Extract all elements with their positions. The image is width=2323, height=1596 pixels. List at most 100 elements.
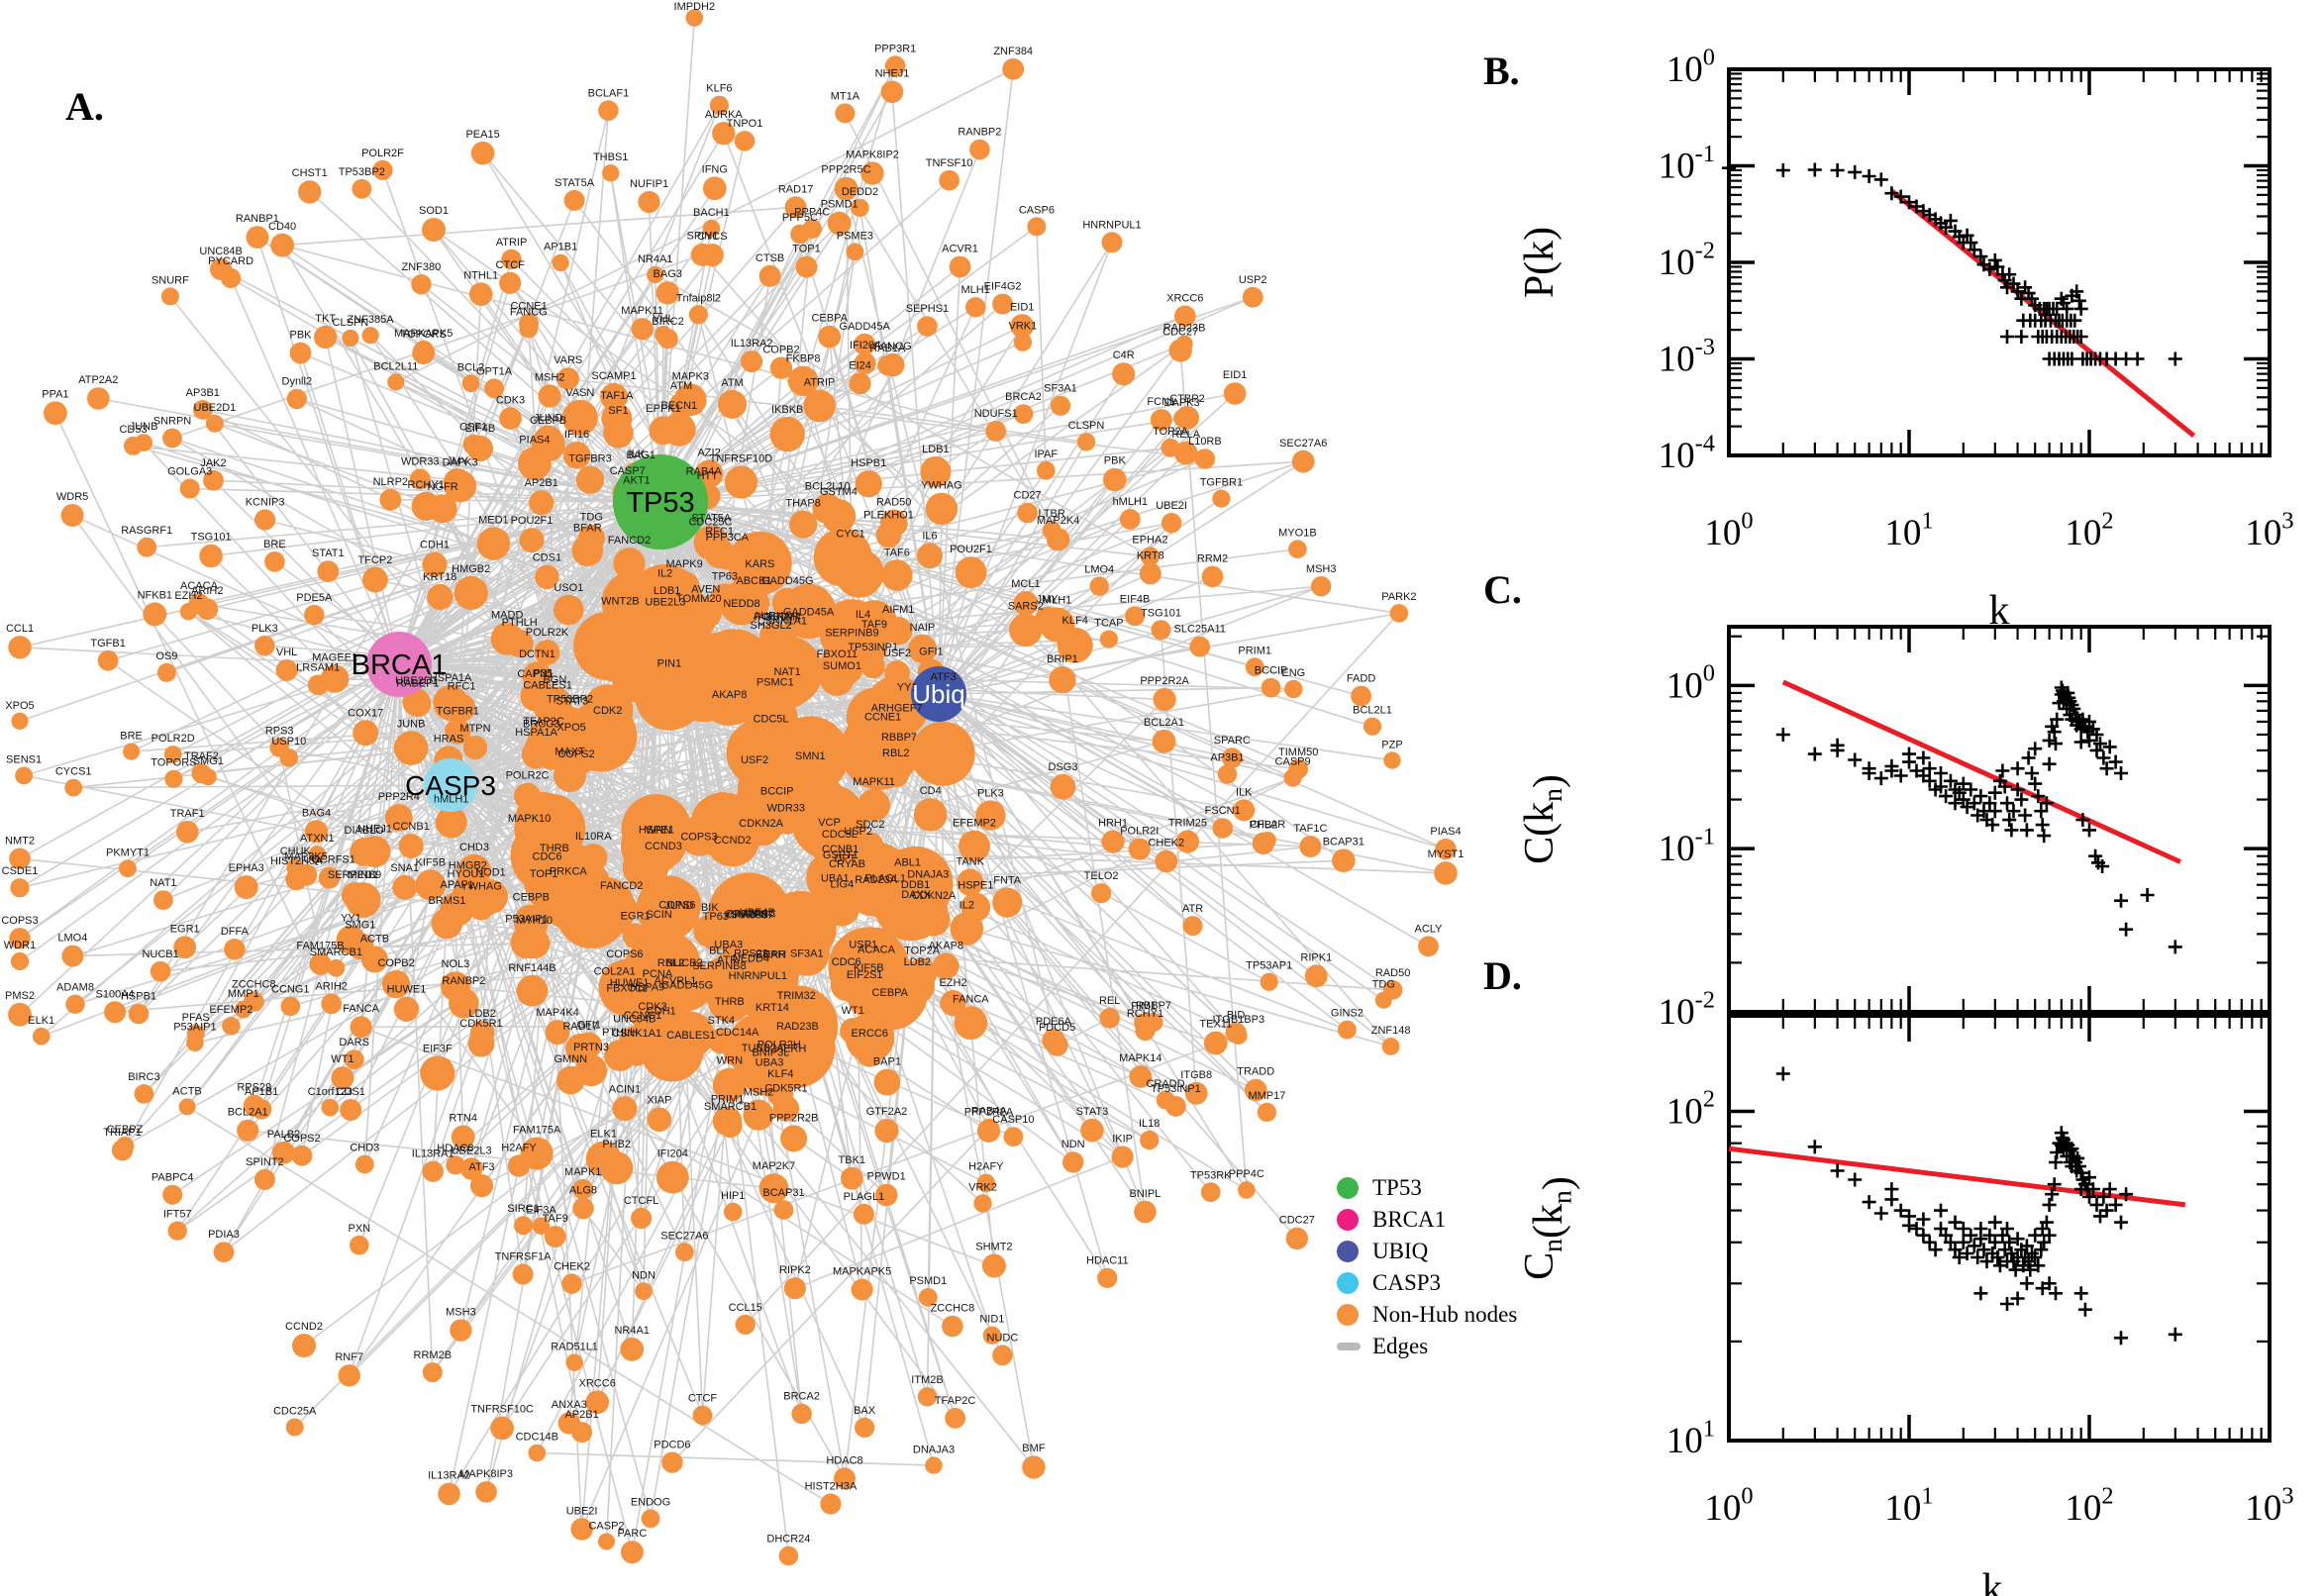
gene-node [1173,441,1198,465]
gene-node [476,527,511,560]
legend-label: Edges [1372,1334,1429,1358]
svg-text:TP53AP1: TP53AP1 [1246,960,1292,972]
gene-node [222,1017,241,1036]
svg-text:TKT: TKT [315,313,336,325]
gene-node [1009,613,1043,647]
svg-text:RASGRF1: RASGRF1 [121,525,172,537]
svg-text:TNFRSF10C: TNFRSF10C [470,1404,534,1416]
legend-item-nonhub: Non-Hub nodes [1337,1299,1517,1331]
svg-text:CDKN2A: CDKN2A [739,818,783,830]
gene-node [942,1315,963,1338]
svg-text:TP53INP1: TP53INP1 [848,642,898,653]
gene-node [778,1546,799,1566]
gene-node [468,282,493,307]
svg-text:COPS3: COPS3 [1,915,38,927]
gene-node [466,435,493,462]
svg-text:CDC25A: CDC25A [273,1406,317,1418]
gene-node [992,293,1014,315]
svg-text:WNT2B: WNT2B [601,595,640,607]
svg-text:RAD50: RAD50 [1375,967,1410,979]
svg-text:FADD: FADD [1347,673,1375,685]
svg-text:NLRP2: NLRP2 [373,476,408,488]
gene-node [438,1482,460,1506]
gene-node [1212,818,1233,839]
svg-text:MADD: MADD [491,610,523,622]
gene-node [1013,404,1034,424]
svg-text:CASP9: CASP9 [1275,756,1311,768]
gene-node [758,961,791,993]
gene-node [618,1026,651,1058]
gene-node [1288,540,1307,558]
gene-node [969,139,990,160]
gene-node [1217,764,1238,784]
svg-text:BCL2A1: BCL2A1 [1144,717,1184,729]
gene-node [314,325,338,349]
svg-text:EFEMP2: EFEMP2 [953,818,996,830]
gene-node [10,878,30,898]
svg-text:NDUFS1: NDUFS1 [974,408,1018,420]
gene-node [175,821,199,844]
axis-ticks [1729,627,2270,1012]
gene-node [1062,1151,1084,1173]
svg-text:XIAP: XIAP [647,1095,671,1107]
svg-text:ZNF380: ZNF380 [402,261,442,273]
gene-node [985,421,1007,442]
gene-node [900,968,935,1004]
svg-text:KARS: KARS [745,558,774,570]
svg-text:PXN: PXN [348,1223,370,1235]
gene-node [682,605,716,639]
svg-text:HYOU1: HYOU1 [448,868,485,880]
gene-node [851,198,869,218]
gene-node [667,1011,715,1058]
svg-text:CABLES1: CABLES1 [523,679,572,691]
gene-node [451,1125,475,1149]
svg-text:BNIP3L: BNIP3L [752,1047,789,1058]
svg-text:DNAJA3: DNAJA3 [907,869,949,881]
svg-text:SH3GL2: SH3GL2 [750,620,791,632]
svg-text:SARS2: SARS2 [1008,600,1044,612]
svg-text:DIABLO: DIABLO [345,825,385,837]
svg-text:10-3: 10-3 [1659,334,1715,380]
svg-text:AKAP8: AKAP8 [712,689,747,701]
gene-node [393,731,429,765]
svg-text:PABPC4: PABPC4 [152,1172,194,1184]
svg-text:DFFA: DFFA [221,926,250,938]
hub-node-tp53 [613,454,708,549]
gene-node [801,778,848,825]
svg-text:PPP2R5C: PPP2R5C [727,909,776,921]
svg-text:CASP10: CASP10 [992,1114,1034,1126]
gene-node [702,219,721,238]
gene-node [837,541,864,568]
svg-text:HSPA9: HSPA9 [630,982,664,994]
svg-text:UNC84B: UNC84B [199,246,242,257]
svg-text:USF2: USF2 [883,648,911,659]
svg-text:UBE2L3: UBE2L3 [452,1145,492,1156]
svg-text:TAF9: TAF9 [543,1213,568,1225]
gene-node [723,1202,743,1222]
gene-node [321,1098,340,1117]
svg-text:HNRNPUL1: HNRNPUL1 [729,970,787,982]
gene-node [534,640,560,665]
gene-node [917,903,951,937]
svg-text:THRB: THRB [715,996,745,1008]
svg-text:ITGB1BP3: ITGB1BP3 [1213,1014,1265,1026]
svg-text:RBL2: RBL2 [882,748,910,759]
gene-node [661,1451,683,1473]
svg-text:PPA1: PPA1 [42,388,68,400]
gene-node [298,180,322,204]
svg-text:BMF: BMF [1022,1443,1046,1454]
svg-text:VRK2: VRK2 [968,1181,997,1193]
gene-node [579,844,608,872]
gene-node [783,1277,807,1300]
svg-text:RPS23: RPS23 [734,948,768,959]
svg-text:GFI1: GFI1 [576,1020,600,1032]
svg-text:SERPINB8: SERPINB8 [692,960,746,972]
svg-text:PIAS4: PIAS4 [1430,826,1461,838]
axis-ticks [1729,69,2270,455]
hub-node-ubiq [911,666,966,722]
gene-node [1153,687,1176,712]
gene-node [64,778,83,797]
gene-node [740,536,787,583]
svg-text:HIP1: HIP1 [721,1190,745,1202]
svg-text:MAPK3: MAPK3 [672,370,709,382]
